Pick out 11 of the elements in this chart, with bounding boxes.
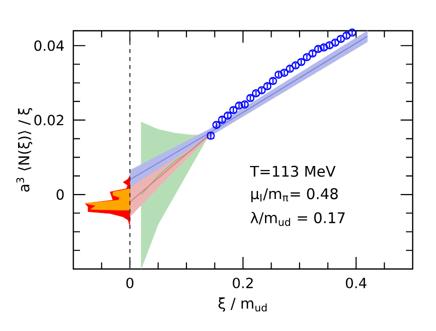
y-tick-label: 0	[56, 189, 64, 200]
annotation: T=113 MeV	[250, 166, 336, 177]
x-tick-label: 0.4	[346, 278, 366, 288]
y-tick-label: 0.02	[34, 114, 64, 126]
annotation: μ$_{I}$/m$_{π}$= 0.48	[251, 188, 338, 202]
x-tick-label: 0	[126, 278, 134, 288]
y-axis-title: a$^{3}$ ⟨N(ξ)⟩ / ξ	[16, 108, 32, 192]
y-tick-label: 0.04	[34, 40, 64, 51]
x-tick-label: 0.2	[232, 278, 253, 288]
annotation: λ/m$_{ud}$ = 0.17	[250, 212, 345, 226]
x-axis-title: ξ / m$_{ud}$	[218, 297, 267, 312]
